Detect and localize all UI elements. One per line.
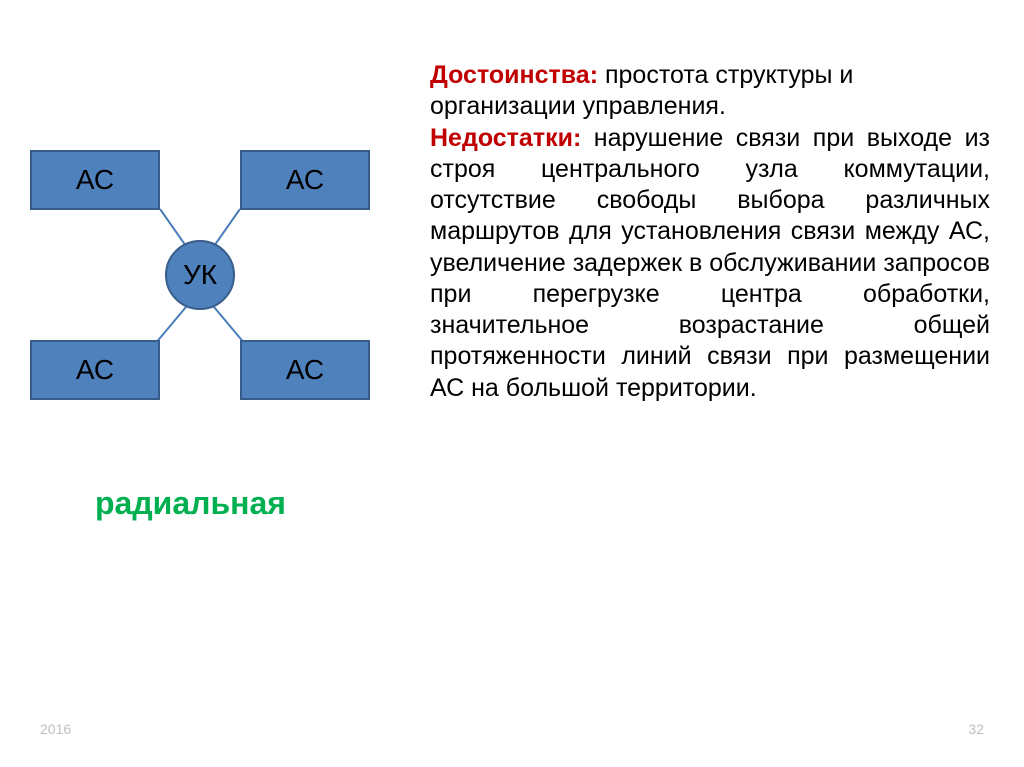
- disadvantages-body: нарушение связи при выходе из строя цент…: [430, 124, 990, 402]
- node-uk: УК: [165, 240, 235, 310]
- advantages-paragraph: Достоинства: простота структуры и органи…: [430, 60, 990, 123]
- slide: АС АС АС АСУК радиальная Достоинства: прост…: [0, 0, 1024, 767]
- advantages-term: Достоинства:: [430, 61, 598, 89]
- footer-year: 2016: [40, 721, 71, 737]
- node-ac-tl: АС: [30, 150, 160, 210]
- node-ac-bl: АС: [30, 340, 160, 400]
- node-ac-tr: АС: [240, 150, 370, 210]
- network-diagram: АС АС АС АСУК: [0, 140, 400, 540]
- topology-label: радиальная: [95, 485, 286, 522]
- footer-page-number: 32: [968, 721, 984, 737]
- disadvantages-paragraph: Недостатки: нарушение связи при выходе и…: [430, 123, 990, 404]
- disadvantages-term: Недостатки:: [430, 124, 581, 152]
- node-ac-br: АС: [240, 340, 370, 400]
- text-content: Достоинства: простота структуры и органи…: [430, 60, 990, 404]
